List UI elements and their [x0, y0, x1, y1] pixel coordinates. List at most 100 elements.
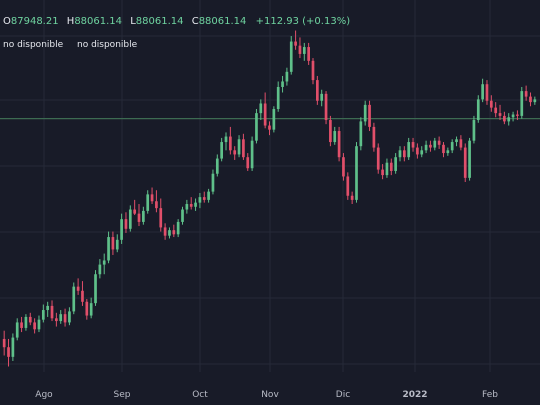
candles-layer[interactable] [2, 30, 537, 367]
candle[interactable] [7, 338, 10, 367]
candle[interactable] [72, 282, 76, 315]
candle[interactable] [24, 314, 28, 331]
candle[interactable] [446, 147, 450, 156]
candle[interactable] [202, 191, 206, 203]
candle[interactable] [533, 96, 537, 105]
candle[interactable] [198, 193, 202, 209]
candle[interactable] [68, 307, 71, 326]
candle[interactable] [455, 136, 458, 147]
candle[interactable] [437, 136, 441, 149]
candle[interactable] [81, 281, 84, 306]
candle[interactable] [442, 142, 445, 158]
candle[interactable] [289, 36, 293, 75]
candle[interactable] [220, 137, 224, 162]
candle[interactable] [159, 198, 163, 232]
candle[interactable] [246, 153, 250, 171]
candle[interactable] [55, 312, 58, 327]
candle[interactable] [302, 42, 306, 61]
candle[interactable] [155, 190, 158, 213]
candle[interactable] [37, 315, 41, 333]
candle[interactable] [315, 75, 319, 105]
candle[interactable] [507, 113, 511, 126]
candle[interactable] [424, 140, 428, 154]
candle[interactable] [520, 86, 524, 119]
candle[interactable] [255, 109, 258, 144]
candle[interactable] [33, 318, 36, 334]
candle[interactable] [420, 146, 424, 158]
candle[interactable] [307, 42, 310, 65]
candle[interactable] [472, 115, 476, 144]
candle[interactable] [259, 99, 263, 121]
candle[interactable] [485, 80, 489, 105]
candle[interactable] [133, 199, 137, 216]
candle[interactable] [263, 92, 267, 129]
candle[interactable] [385, 158, 389, 178]
candle[interactable] [298, 37, 302, 59]
candle[interactable] [346, 172, 350, 200]
candle[interactable] [215, 154, 219, 177]
candle[interactable] [168, 227, 171, 239]
candle[interactable] [276, 81, 280, 112]
candle[interactable] [337, 126, 341, 162]
candle[interactable] [329, 115, 332, 147]
candle[interactable] [94, 270, 97, 306]
candle[interactable] [503, 111, 506, 125]
candle[interactable] [468, 137, 471, 181]
candle[interactable] [324, 91, 328, 125]
candle[interactable] [416, 143, 419, 159]
candle[interactable] [498, 104, 502, 121]
candle[interactable] [450, 139, 454, 154]
candle[interactable] [516, 110, 519, 121]
candle[interactable] [163, 223, 167, 240]
candle[interactable] [237, 135, 241, 158]
candle[interactable] [394, 153, 397, 174]
candle[interactable] [89, 297, 93, 319]
candle[interactable] [242, 133, 245, 160]
candle[interactable] [411, 137, 415, 152]
candle[interactable] [402, 146, 406, 162]
candle[interactable] [463, 143, 467, 182]
candle[interactable] [142, 206, 145, 225]
candle[interactable] [320, 89, 324, 107]
candle[interactable] [102, 253, 106, 275]
candle[interactable] [20, 316, 23, 333]
candle[interactable] [272, 106, 276, 133]
candle[interactable] [368, 100, 371, 132]
candle[interactable] [150, 187, 154, 205]
candle[interactable] [281, 75, 284, 93]
candle[interactable] [107, 231, 110, 264]
candle[interactable] [355, 142, 358, 203]
candle[interactable] [494, 102, 498, 118]
candle[interactable] [120, 213, 123, 244]
candle[interactable] [2, 330, 6, 356]
candle[interactable] [285, 67, 289, 86]
candle[interactable] [28, 312, 32, 326]
candle[interactable] [294, 30, 297, 50]
candle[interactable] [433, 137, 437, 151]
candle[interactable] [211, 169, 215, 195]
candle[interactable] [233, 146, 237, 160]
candle[interactable] [207, 188, 210, 203]
candle[interactable] [511, 111, 515, 122]
candle[interactable] [407, 137, 411, 160]
candle[interactable] [46, 301, 50, 317]
candle[interactable] [63, 308, 67, 327]
candle[interactable] [124, 212, 128, 233]
candle[interactable] [41, 304, 45, 323]
candle[interactable] [189, 197, 193, 210]
candle[interactable] [181, 206, 184, 225]
candle[interactable] [115, 234, 119, 253]
candle[interactable] [476, 95, 480, 123]
candle[interactable] [85, 299, 89, 320]
candle[interactable] [333, 126, 337, 145]
candle[interactable] [229, 126, 232, 155]
candle[interactable] [342, 153, 345, 181]
candle[interactable] [268, 121, 271, 136]
candle[interactable] [489, 95, 493, 112]
candle[interactable] [250, 136, 254, 171]
candle[interactable] [224, 132, 228, 151]
candle[interactable] [111, 231, 115, 255]
candle[interactable] [76, 278, 80, 295]
candle[interactable] [59, 310, 63, 324]
candle[interactable] [429, 140, 432, 152]
